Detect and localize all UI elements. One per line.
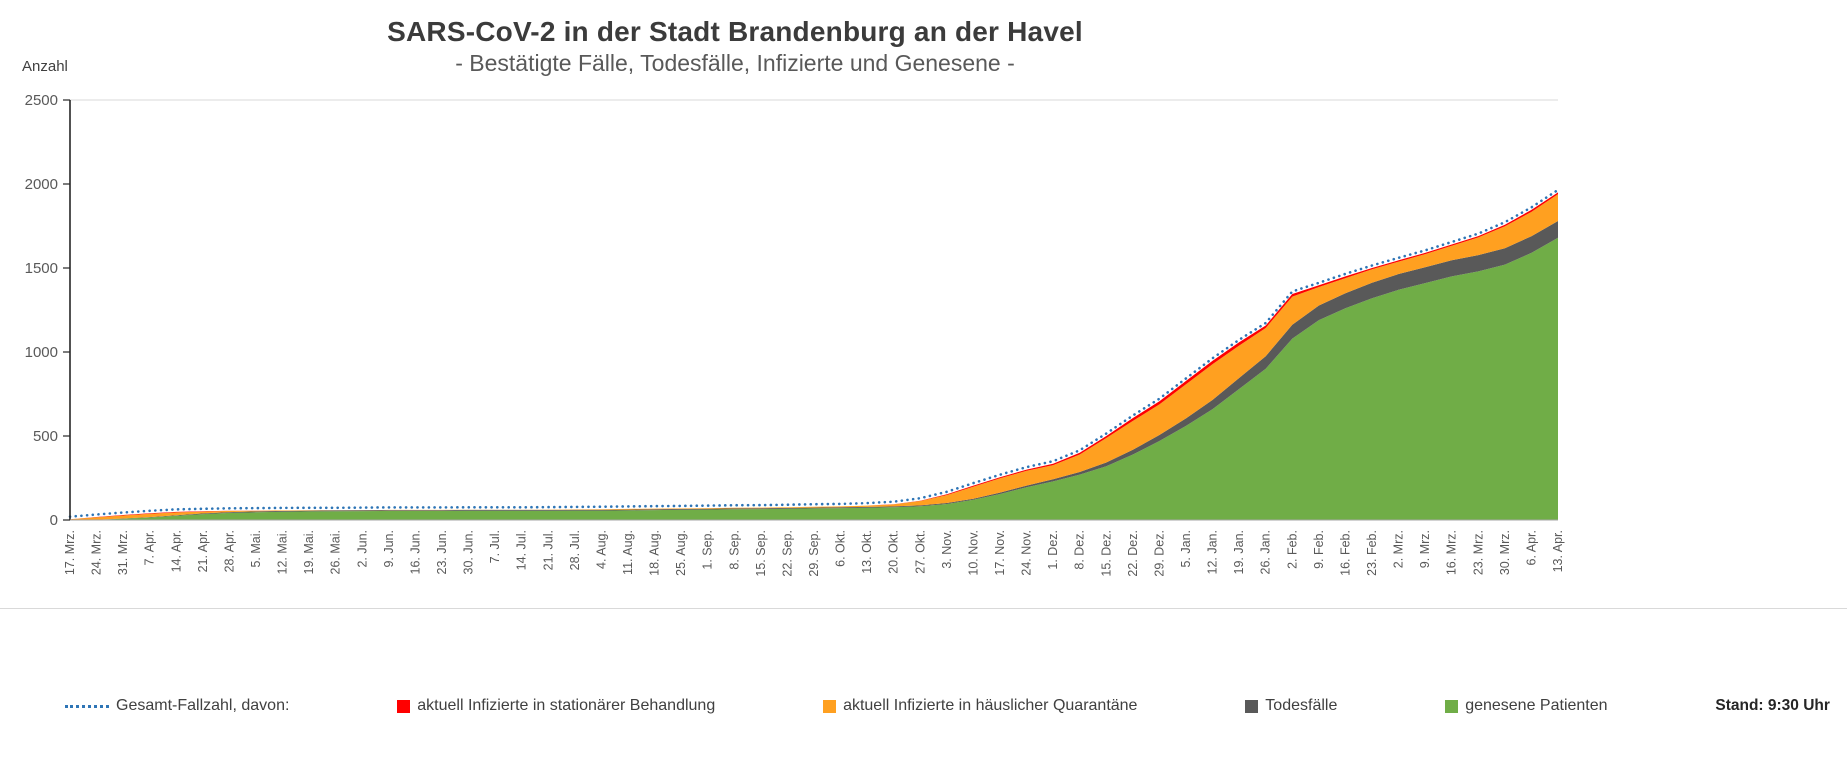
x-tick-label: 25. Aug.	[674, 530, 688, 576]
legend-item-4: genesene Patienten	[1445, 697, 1608, 715]
legend-dotted-line-swatch	[65, 704, 109, 708]
x-tick-label: 15. Dez.	[1099, 530, 1113, 577]
legend-square-swatch	[1245, 699, 1259, 713]
x-tick-label: 18. Aug.	[648, 530, 662, 576]
x-tick-label: 29. Dez.	[1152, 530, 1166, 577]
legend-label: Gesamt-Fallzahl, davon:	[116, 697, 290, 714]
chart-svg: 0 500 1000 1500 2000 2500 17. Mrz. 24. Mrz. 31. …	[25, 92, 1565, 577]
legend-label: Todesfälle	[1265, 697, 1338, 714]
x-tick-label: 5. Mai.	[249, 530, 263, 568]
legend-label: genesene Patienten	[1465, 697, 1608, 714]
x-tick-label: 7. Apr.	[143, 530, 157, 565]
area-series-2	[70, 194, 1558, 520]
x-tick-label: 4. Aug.	[594, 530, 608, 569]
x-tick-label: 19. Jan.	[1232, 530, 1246, 574]
y-tick-label: 2000	[25, 176, 58, 193]
x-tick-label: 13. Okt.	[860, 530, 874, 574]
chart-title: SARS-CoV-2 in der Stadt Brandenburg an d…	[387, 16, 1083, 47]
x-tick-label: 20. Okt.	[887, 530, 901, 574]
legend-item-1: aktuell Infizierte in stationärer Behand…	[397, 697, 715, 715]
x-tick-label: 8. Sep.	[727, 530, 741, 570]
x-tick-label: 21. Jul.	[541, 530, 555, 570]
x-tick-label: 30. Jun.	[462, 530, 476, 574]
x-tick-label: 2. Mrz.	[1392, 530, 1406, 568]
x-tick-label: 11. Aug.	[621, 530, 635, 575]
x-tick-label: 7. Jul.	[488, 530, 502, 563]
x-tick-label: 1. Sep.	[701, 530, 715, 570]
legend-square-swatch	[1445, 699, 1459, 713]
legend-square-swatch	[397, 699, 411, 713]
legend-square-swatch	[823, 699, 837, 713]
x-tick-label: 24. Nov.	[1020, 530, 1034, 576]
x-tick-label: 19. Mai.	[302, 530, 316, 574]
area-series-0	[70, 237, 1558, 521]
x-tick-label: 2. Jun.	[355, 530, 369, 568]
x-tick-label: 28. Jul.	[568, 530, 582, 570]
x-tick-label: 28. Apr.	[222, 530, 236, 572]
x-tick-label: 30. Mrz.	[1498, 530, 1512, 575]
x-tick-label: 16. Mrz.	[1445, 530, 1459, 575]
x-tick-label: 15. Sep.	[754, 530, 768, 577]
x-tick-label: 23. Mrz.	[1471, 530, 1485, 575]
y-tick-label: 500	[33, 428, 58, 445]
x-tick-label: 26. Jan.	[1259, 530, 1273, 574]
x-tick-label: 8. Dez.	[1073, 530, 1087, 570]
x-tick-label: 12. Jan.	[1206, 530, 1220, 574]
x-tick-label: 23. Jun.	[435, 530, 449, 574]
y-tick-label: 0	[50, 512, 58, 529]
legend-label: aktuell Infizierte in stationärer Behand…	[417, 697, 716, 714]
chart-subtitle: - Bestätigte Fälle, Todesfälle, Infizier…	[455, 50, 1015, 76]
legend-item-2: aktuell Infizierte in häuslicher Quarant…	[823, 697, 1137, 715]
chart-header: SARS-CoV-2 in der Stadt Brandenburg an d…	[0, 16, 1470, 77]
legend-label: aktuell Infizierte in häuslicher Quarant…	[843, 697, 1138, 714]
y-tick-label: 2500	[25, 92, 58, 109]
x-tick-label: 1. Dez.	[1046, 530, 1060, 570]
x-tick-label: 5. Jan.	[1179, 530, 1193, 568]
x-tick-label: 24. Mrz.	[90, 530, 104, 575]
legend-item-0: Gesamt-Fallzahl, davon:	[65, 697, 289, 715]
x-tick-label: 17. Nov.	[993, 530, 1007, 576]
y-tick-label: 1500	[25, 260, 58, 277]
x-tick-label: 12. Mai.	[276, 530, 290, 574]
x-tick-label: 17. Mrz.	[63, 530, 77, 575]
x-tick-label: 6. Apr.	[1524, 530, 1538, 565]
legend: Gesamt-Fallzahl, davon: aktuell Infiziert…	[65, 697, 1830, 715]
x-tick-label: 2. Feb.	[1285, 530, 1299, 569]
area-series-1	[70, 221, 1558, 520]
x-tick-label: 31. Mrz.	[116, 530, 130, 575]
stand-label: Stand: 9:30 Uhr	[1715, 697, 1830, 714]
x-tick-label: 6. Okt.	[834, 530, 848, 567]
x-tick-label: 22. Dez.	[1126, 530, 1140, 577]
y-tick-label: 1000	[25, 344, 58, 361]
x-tick-label: 16. Jun.	[408, 530, 422, 574]
x-tick-label: 22. Sep.	[780, 530, 794, 577]
y-axis-title: Anzahl	[22, 58, 68, 75]
x-tick-label: 9. Feb.	[1312, 530, 1326, 569]
x-tick-label: 9. Mrz.	[1418, 530, 1432, 568]
x-tick-label: 14. Jul.	[515, 530, 529, 570]
x-tick-label: 21. Apr.	[196, 530, 210, 572]
x-tick-label: 16. Feb.	[1338, 530, 1352, 576]
x-tick-label: 29. Sep.	[807, 530, 821, 577]
x-tick-label: 26. Mai.	[329, 530, 343, 574]
x-tick-label: 10. Nov.	[966, 530, 980, 576]
x-tick-label: 27. Okt.	[913, 530, 927, 574]
x-tick-label: 9. Jun.	[382, 530, 396, 568]
x-tick-label: 23. Feb.	[1365, 530, 1379, 576]
x-tick-label: 14. Apr.	[169, 530, 183, 572]
x-tick-label: 13. Apr.	[1551, 530, 1565, 572]
chart-bottom-separator	[0, 608, 1847, 609]
x-tick-label: 3. Nov.	[940, 530, 954, 569]
legend-item-3: Todesfälle	[1245, 697, 1337, 715]
